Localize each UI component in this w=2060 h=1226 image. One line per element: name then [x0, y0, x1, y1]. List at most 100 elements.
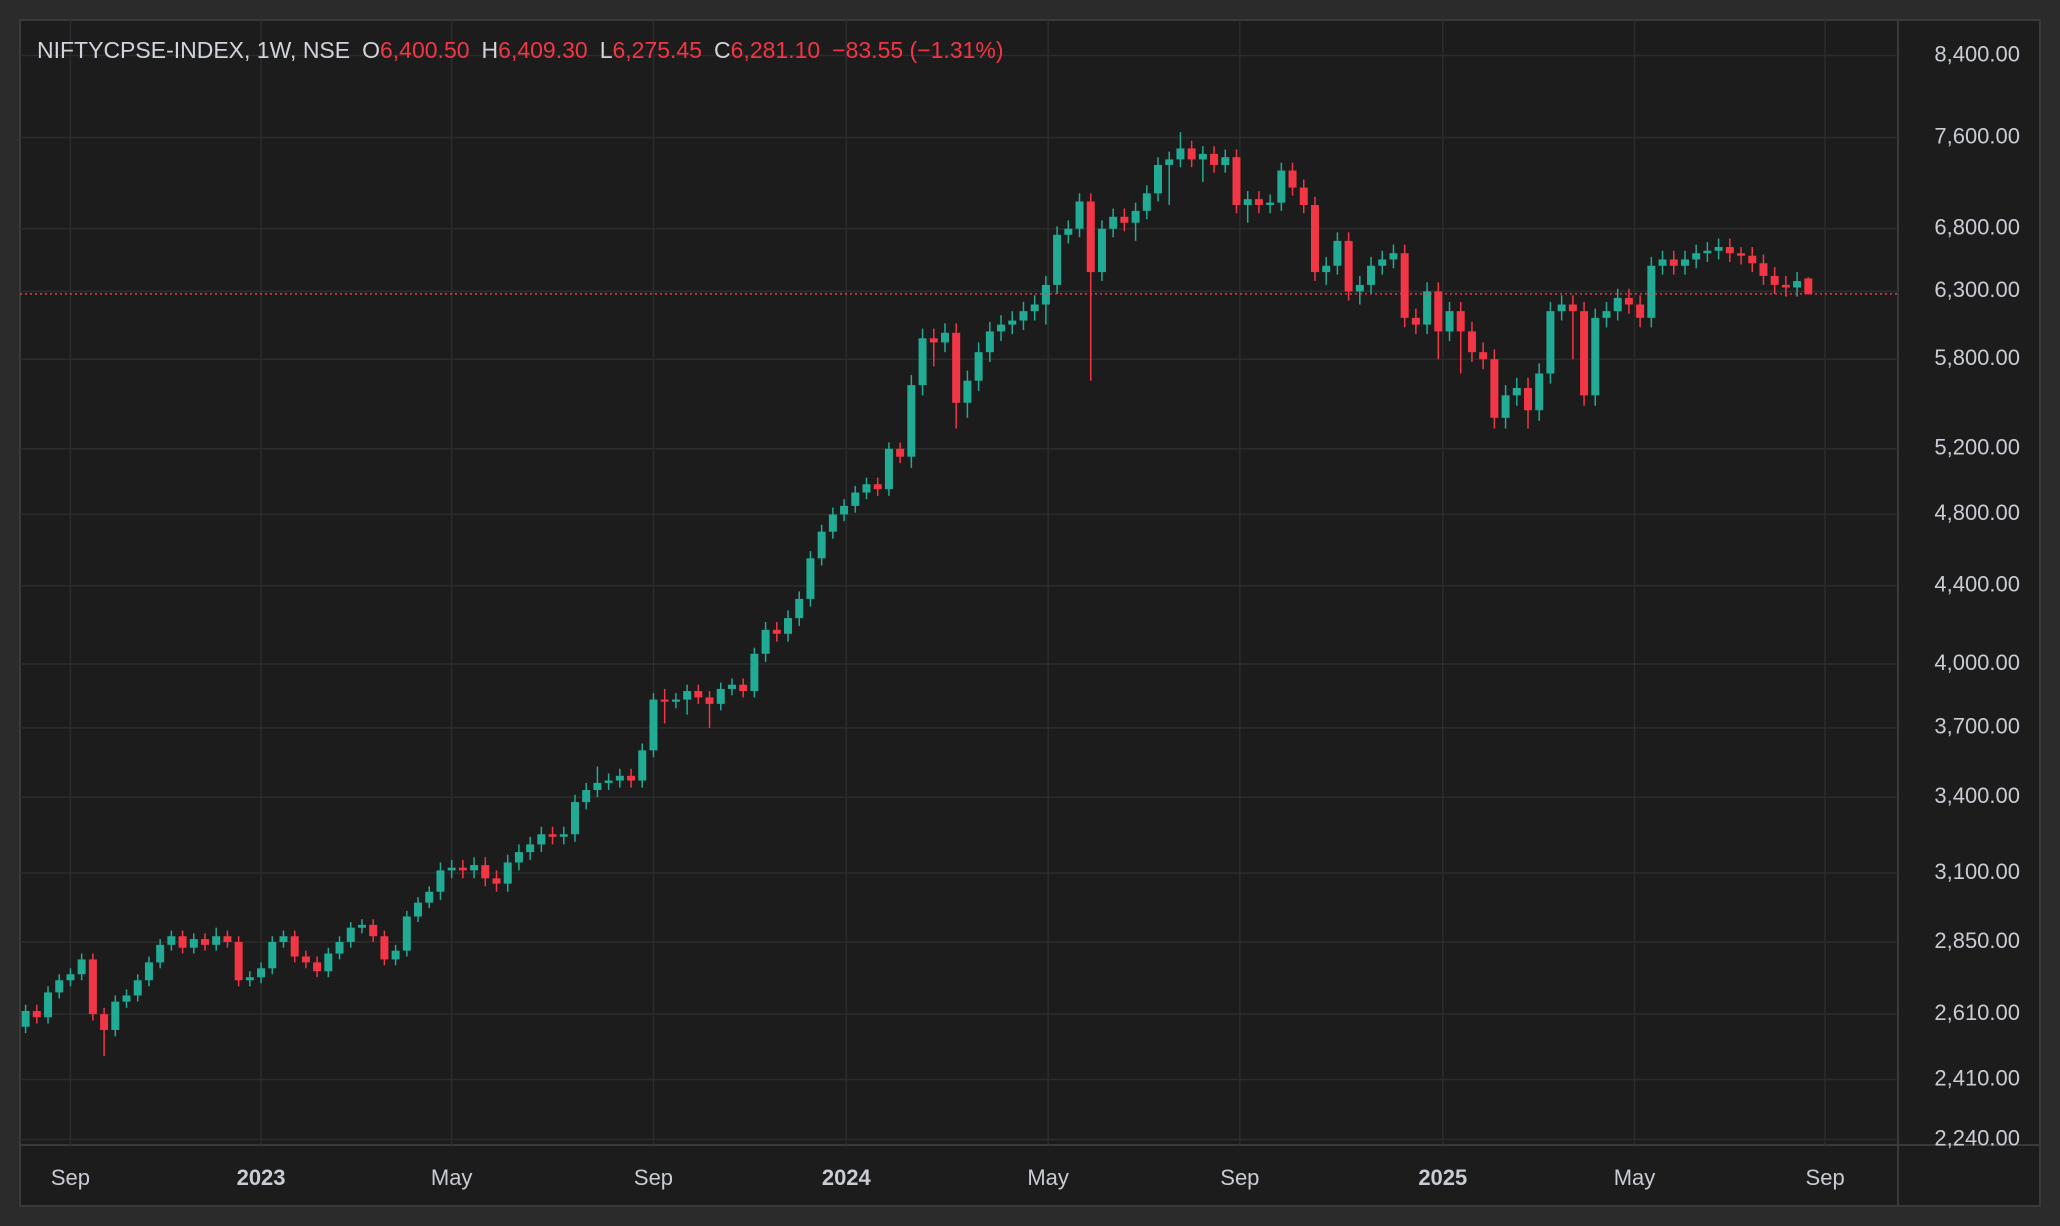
candle-body: [862, 484, 871, 493]
candle-body: [873, 484, 882, 490]
candle-body: [1793, 281, 1802, 288]
candle-body: [1703, 250, 1712, 254]
candle-body: [1636, 304, 1645, 318]
candle-body: [1770, 275, 1779, 285]
y-tick-label: 3,100.00: [1934, 859, 2020, 884]
candle-body: [1288, 170, 1297, 188]
candle-body: [1602, 311, 1611, 318]
candle-body: [896, 448, 905, 457]
candle-body: [425, 891, 434, 903]
ohlc-key: H: [481, 37, 499, 63]
candle-body: [1210, 153, 1219, 165]
candle-body: [1266, 202, 1275, 205]
candle-body: [784, 618, 793, 634]
candle-body: [1714, 247, 1723, 251]
candle-body: [402, 916, 411, 951]
candle-body: [884, 448, 893, 490]
candle-body: [671, 699, 680, 702]
candle-body: [593, 782, 602, 791]
candle-body: [1310, 204, 1319, 273]
y-tick-label: 2,240.00: [1934, 1125, 2020, 1150]
candle-body: [1120, 216, 1129, 223]
candle-body: [1467, 331, 1476, 353]
candle-body: [324, 953, 333, 972]
candle-body: [1535, 373, 1544, 411]
candle-body: [570, 802, 579, 835]
candle-body: [952, 332, 961, 403]
candle-body: [739, 684, 748, 692]
y-tick-label: 2,410.00: [1934, 1065, 2020, 1090]
candle-body: [1176, 148, 1185, 160]
candle-body: [1075, 201, 1084, 229]
candle-body: [1557, 304, 1566, 312]
y-tick-label: 7,600.00: [1934, 123, 2020, 148]
candle-body: [1568, 304, 1577, 312]
candle-body: [301, 956, 310, 963]
candle-body: [200, 939, 209, 945]
candle-body: [1154, 164, 1163, 194]
candle-body: [1187, 148, 1196, 160]
candle-body: [1501, 395, 1510, 418]
candle-body: [683, 691, 692, 700]
candle-body: [492, 878, 501, 884]
x-tick-label: May: [1027, 1165, 1069, 1190]
x-tick-label: May: [431, 1165, 473, 1190]
y-tick-label: 4,000.00: [1934, 650, 2020, 675]
candle-body: [1221, 157, 1230, 165]
candle-body: [537, 834, 546, 845]
candle-body: [1008, 320, 1017, 325]
candle-body: [1512, 387, 1521, 396]
candle-body: [1299, 187, 1308, 205]
candle-body: [638, 750, 647, 781]
candle-body: [694, 691, 703, 698]
candle-body: [1109, 216, 1118, 229]
y-tick-label: 3,400.00: [1934, 783, 2020, 808]
candle-body: [1737, 253, 1746, 256]
y-tick-label: 3,700.00: [1934, 714, 2020, 739]
candle-body: [1546, 311, 1555, 374]
candle-body: [1781, 284, 1790, 288]
candle-body: [88, 959, 97, 1015]
candle-body: [929, 338, 938, 343]
candle-body: [167, 936, 176, 945]
candle-body: [627, 775, 636, 781]
candle-body: [1647, 265, 1656, 318]
candle-body: [178, 936, 187, 948]
candle-body: [1344, 240, 1353, 292]
y-tick-label: 4,400.00: [1934, 572, 2020, 597]
y-tick-label: 2,850.00: [1934, 928, 2020, 953]
ohlc-value: 6,275.45: [612, 37, 703, 63]
candle-body: [1198, 153, 1207, 160]
candle-body: [21, 1010, 30, 1027]
candle-body: [77, 959, 86, 975]
ohlc-value: 6,400.50: [380, 37, 470, 63]
candle-body: [313, 962, 322, 972]
candle-body: [1165, 159, 1174, 165]
candle-body: [1456, 311, 1465, 332]
candle-body: [1434, 291, 1443, 332]
candle-body: [111, 1001, 120, 1030]
candle-body: [1658, 259, 1667, 266]
candle-body: [414, 902, 423, 917]
candle-body: [1680, 259, 1689, 266]
candle-body: [1097, 228, 1106, 273]
candle-body: [526, 844, 535, 853]
y-tick-label: 2,610.00: [1934, 1000, 2020, 1025]
candle-body: [212, 936, 221, 945]
candle-body: [918, 338, 927, 386]
candle-body: [100, 1014, 109, 1030]
candle-body: [795, 598, 804, 619]
y-tick-label: 8,400.00: [1934, 41, 2020, 66]
candle-body: [1524, 387, 1533, 411]
candle-body: [1131, 210, 1140, 223]
candle-body: [817, 531, 826, 559]
candle-body: [1591, 317, 1600, 396]
candle-body: [268, 941, 277, 969]
candle-body: [1333, 240, 1342, 266]
candle-body: [828, 514, 837, 532]
candle-body: [1725, 247, 1734, 254]
candle-body: [1759, 263, 1768, 276]
candle-body: [1804, 278, 1813, 294]
candle-body: [840, 505, 849, 515]
